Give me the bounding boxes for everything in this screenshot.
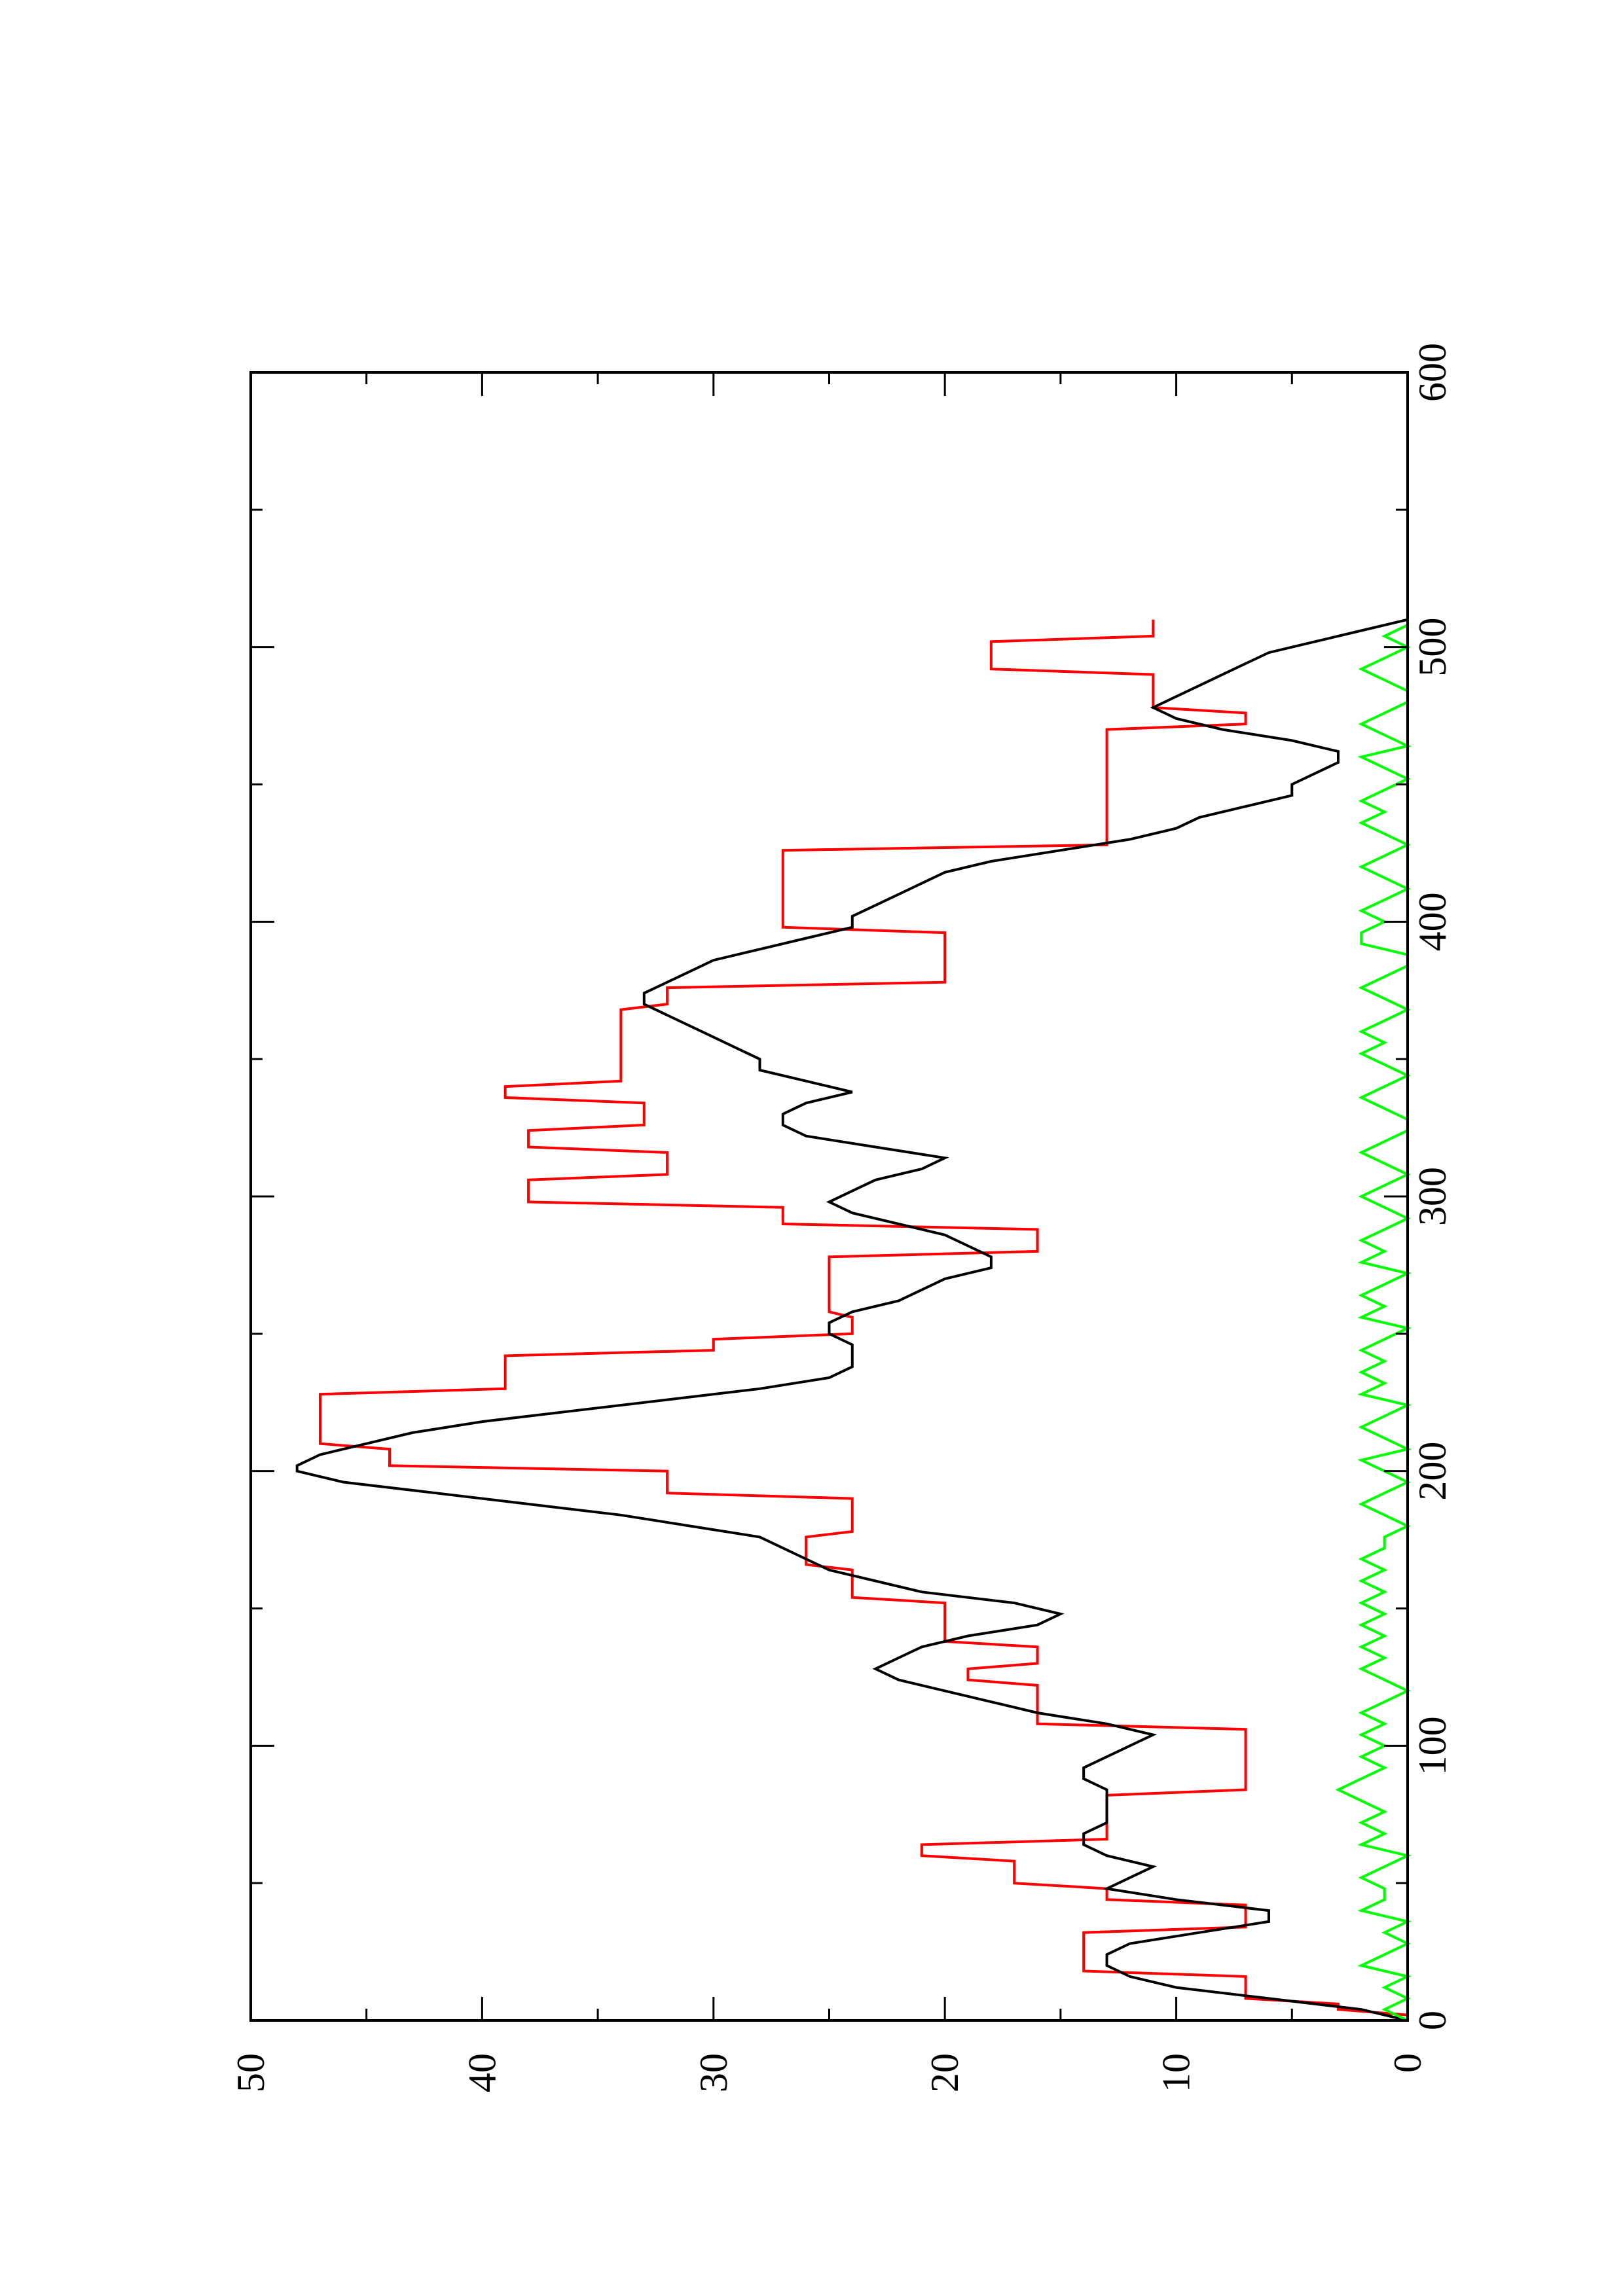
series-line-3 [1335,619,1412,2022]
y-tick-label: 0 [1386,2053,1429,2073]
x-tick-label: 600 [1411,343,1454,402]
y-tick-label: 20 [923,2053,966,2092]
series-line-1 [319,619,1409,2020]
y-tick-label: 40 [460,2053,503,2092]
x-tick-label: 300 [1411,1167,1454,1226]
plot-marks [295,618,1412,2022]
x-tick-label: 100 [1411,1716,1454,1775]
series-line-2 [295,618,1408,2022]
axis-tick-labels: 0 100 200 300 400 500 600 0 10 20 30 40 50 [229,343,1454,2092]
x-tick-label: 0 [1411,2011,1454,2030]
y-tick-label: 10 [1155,2053,1198,2092]
y-tick-label: 50 [229,2053,272,2092]
x-tick-label: 400 [1411,892,1454,951]
y-tick-label: 30 [692,2053,735,2092]
x-tick-label: 200 [1411,1442,1454,1501]
x-tick-label: 500 [1411,618,1454,677]
axis-ticks [249,371,1409,2022]
